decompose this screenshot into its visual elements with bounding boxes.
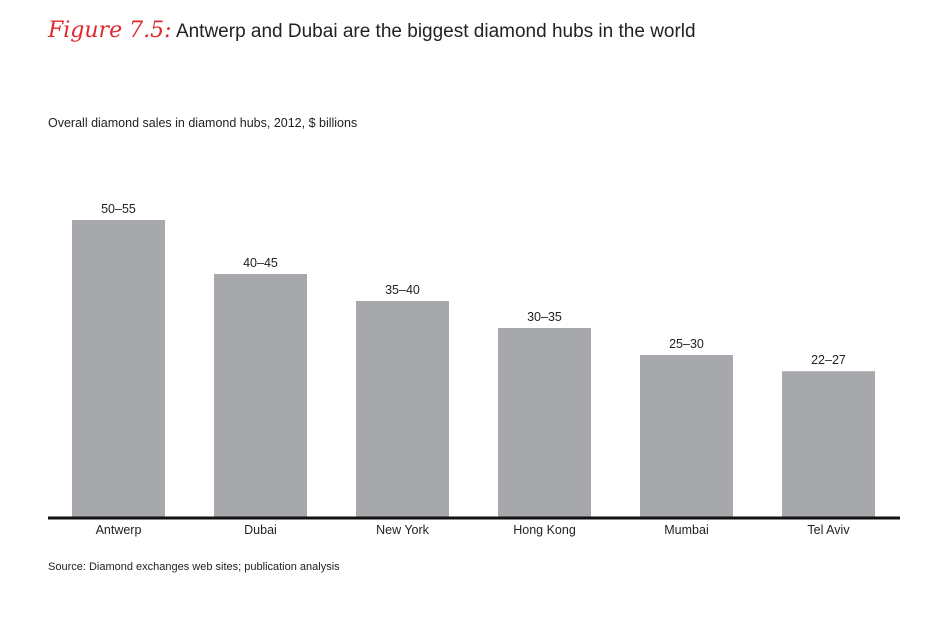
x-tick-label: New York [376,523,430,537]
bar-hong-kong [498,328,591,517]
bar-dubai [214,274,307,517]
x-tick-label: Dubai [244,523,277,537]
data-label: 35–40 [385,283,420,297]
x-tick-label: Mumbai [664,523,708,537]
x-tick-label: Hong Kong [513,523,576,537]
x-tick-label: Tel Aviv [807,523,850,537]
bar-mumbai [640,355,733,517]
bar-tel-aviv [782,371,875,517]
source-note: Source: Diamond exchanges web sites; pub… [48,561,340,573]
data-label: 30–35 [527,310,562,324]
data-label: 40–45 [243,256,278,270]
bar-new-york [356,301,449,517]
figure-number: Figure 7.5: [48,18,172,43]
figure-heading: Antwerp and Dubai are the biggest diamon… [175,21,696,42]
bar-antwerp [72,220,165,517]
figure-title: Figure 7.5: Antwerp and Dubai are the bi… [48,18,696,43]
data-label: 25–30 [669,337,704,351]
x-tick-label: Antwerp [96,523,142,537]
data-label: 22–27 [811,353,846,367]
data-label: 50–55 [101,202,136,216]
chart-subtitle: Overall diamond sales in diamond hubs, 2… [48,116,358,130]
